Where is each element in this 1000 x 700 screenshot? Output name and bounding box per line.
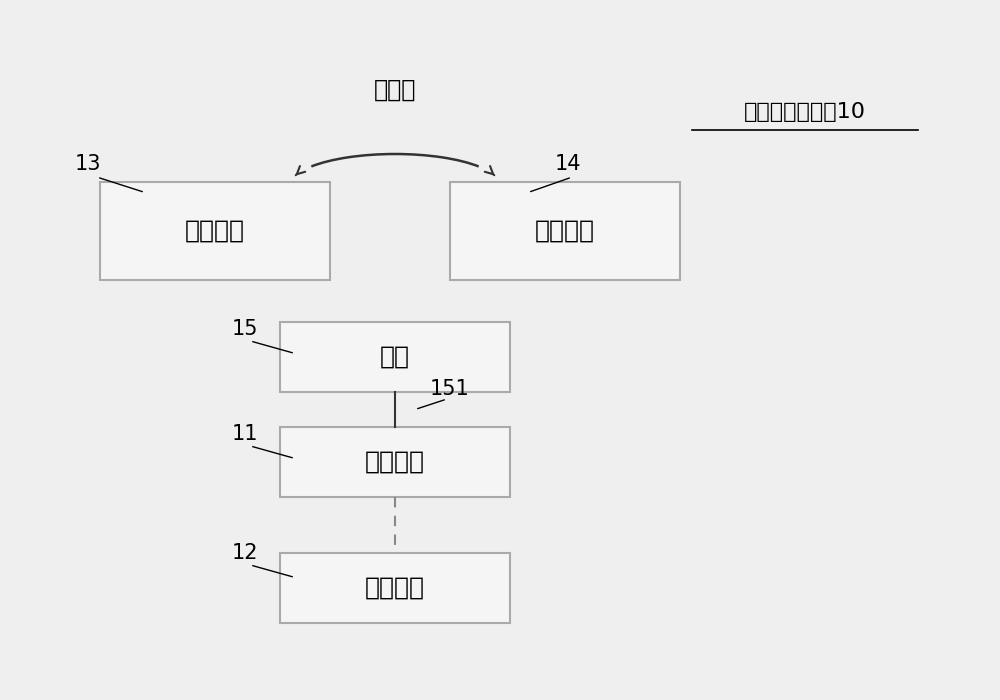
FancyBboxPatch shape [100,182,330,280]
FancyBboxPatch shape [450,182,680,280]
Text: 隔离度: 隔离度 [374,78,416,102]
Text: 隔离度控制电路10: 隔离度控制电路10 [744,102,866,122]
Text: 11: 11 [232,424,258,444]
Text: 第一天线: 第一天线 [185,219,245,243]
Text: 151: 151 [430,379,470,399]
Text: 耳机: 耳机 [380,345,410,369]
FancyBboxPatch shape [280,427,510,497]
Text: 第二天线: 第二天线 [535,219,595,243]
Text: 15: 15 [232,319,258,339]
FancyBboxPatch shape [280,553,510,623]
Text: 13: 13 [75,155,102,174]
Text: 开关模块: 开关模块 [365,450,425,474]
Text: 12: 12 [232,543,258,563]
FancyBboxPatch shape [280,322,510,392]
Text: 去耦模块: 去耦模块 [365,576,425,600]
Text: 14: 14 [555,155,582,174]
